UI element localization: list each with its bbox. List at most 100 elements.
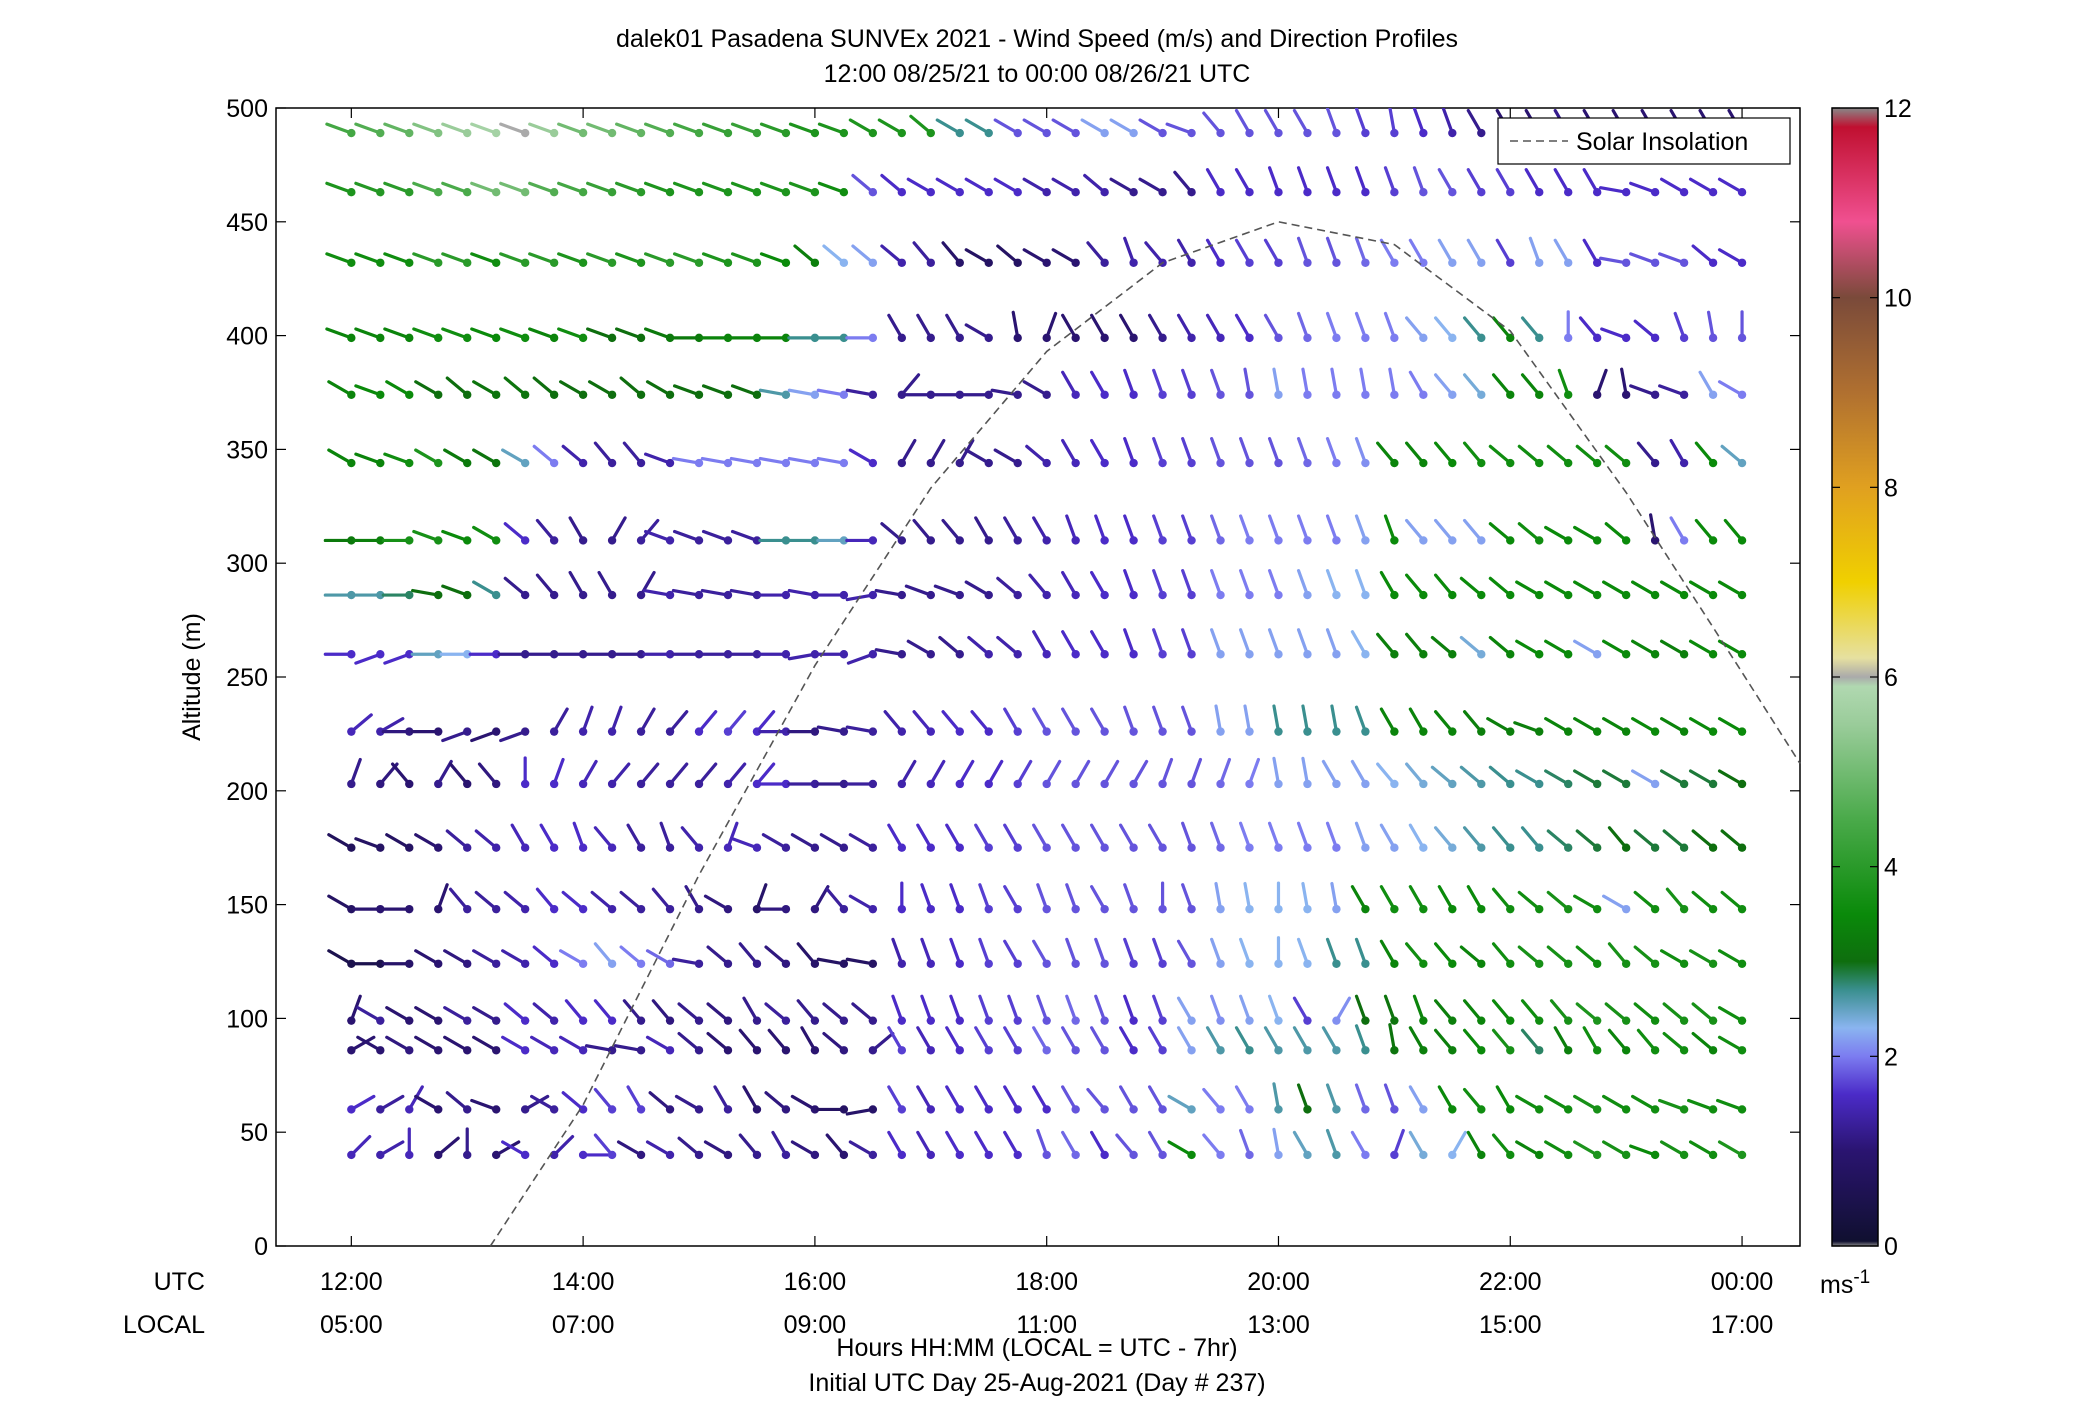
wind-barb-shaft bbox=[1388, 367, 1396, 397]
wind-barb-shaft bbox=[1045, 311, 1058, 340]
wind-barb bbox=[874, 588, 907, 600]
wind-barb bbox=[1376, 441, 1399, 468]
wind-barb-shaft bbox=[1045, 759, 1062, 786]
wind-barb-shaft bbox=[1466, 885, 1483, 911]
wind-barb-shaft bbox=[851, 1002, 875, 1023]
colorbar-unit-label: ms-1 bbox=[1820, 1267, 1870, 1299]
wind-barb bbox=[787, 536, 820, 545]
wind-barb-shaft bbox=[1658, 252, 1686, 265]
wind-barb-shaft bbox=[1553, 1026, 1570, 1052]
wind-barb-shaft bbox=[964, 580, 991, 597]
wind-barb-shaft bbox=[581, 705, 594, 734]
wind-barb bbox=[1115, 1133, 1138, 1160]
wind-barb bbox=[752, 883, 768, 914]
wind-barb-dot bbox=[376, 1016, 385, 1025]
wind-barb-dot bbox=[1419, 959, 1428, 968]
wind-barb bbox=[800, 1026, 820, 1055]
wind-barb-dot bbox=[376, 128, 385, 138]
wind-barb-dot bbox=[1216, 458, 1225, 468]
wind-barb-dot bbox=[1042, 333, 1051, 343]
wind-barb bbox=[354, 181, 385, 197]
wind-barb-shaft bbox=[1218, 757, 1232, 786]
wind-barb bbox=[1003, 885, 1022, 914]
wind-barb bbox=[352, 536, 385, 545]
wind-barb-shaft bbox=[472, 448, 498, 465]
wind-barb-dot bbox=[1650, 458, 1660, 468]
wind-barb bbox=[845, 333, 878, 343]
wind-barb bbox=[1090, 438, 1109, 468]
wind-barb bbox=[1032, 516, 1051, 545]
wind-barb bbox=[1051, 118, 1080, 138]
wind-barb bbox=[381, 727, 414, 736]
wind-barb-shaft bbox=[1301, 881, 1310, 911]
wind-barb-shaft bbox=[891, 994, 904, 1023]
wind-barb-shaft bbox=[730, 122, 759, 135]
wind-barb bbox=[1737, 310, 1747, 343]
wind-barb-dot bbox=[1187, 1016, 1196, 1025]
wind-barb bbox=[787, 650, 820, 661]
wind-barb-shaft bbox=[1202, 111, 1223, 135]
wind-barb-shaft bbox=[1292, 1130, 1310, 1157]
wind-barb-shaft bbox=[1119, 823, 1136, 850]
wind-barb-dot bbox=[781, 188, 791, 197]
wind-barb bbox=[1350, 759, 1370, 789]
wind-barb-dot bbox=[1303, 1046, 1312, 1055]
wind-barb-dot bbox=[1013, 536, 1022, 545]
wind-barb bbox=[347, 1134, 372, 1160]
wind-barb-shaft bbox=[474, 829, 498, 850]
wind-barb bbox=[1272, 1082, 1283, 1114]
wind-barb-shaft bbox=[848, 118, 875, 135]
wind-barb-shaft bbox=[906, 639, 933, 656]
wind-barb-shaft bbox=[1109, 118, 1136, 135]
wind-barb-dot bbox=[1129, 1046, 1138, 1055]
wind-barb bbox=[1602, 1140, 1631, 1160]
wind-barb-dot bbox=[665, 333, 675, 343]
wind-barb-dot bbox=[665, 959, 675, 968]
wind-barb-shaft bbox=[1003, 823, 1020, 850]
wind-barb-dot bbox=[1187, 843, 1196, 852]
wind-barb-shaft bbox=[1430, 765, 1454, 786]
wind-barb-shaft bbox=[503, 890, 527, 911]
wind-barb-shaft bbox=[1633, 890, 1657, 911]
wind-barb-dot bbox=[549, 904, 559, 914]
wind-barb bbox=[665, 762, 689, 789]
wind-barb-dot bbox=[1477, 1016, 1486, 1025]
wind-barb-shaft bbox=[586, 327, 614, 340]
wind-barb bbox=[561, 890, 588, 914]
wind-barb-shaft bbox=[593, 441, 614, 465]
wind-barb-shaft bbox=[1466, 108, 1483, 135]
wind-barb-shaft bbox=[891, 937, 904, 966]
wind-barb-dot bbox=[1071, 843, 1080, 852]
wind-barb bbox=[1003, 1085, 1022, 1114]
wind-barb-dot bbox=[955, 258, 964, 267]
wind-barb bbox=[1296, 628, 1312, 659]
wind-barb bbox=[1267, 994, 1283, 1025]
wind-barb-shaft bbox=[651, 999, 672, 1023]
wind-barb-dot bbox=[1100, 904, 1109, 914]
wind-barb bbox=[1691, 829, 1718, 852]
wind-barb-dot bbox=[1737, 1150, 1747, 1160]
wind-barb bbox=[1239, 628, 1254, 659]
wind-barb-shaft bbox=[390, 762, 411, 786]
wind-barb-dot bbox=[955, 959, 964, 968]
wind-barb-dot bbox=[1592, 650, 1602, 659]
wind-barb-shaft bbox=[1152, 437, 1165, 465]
wind-barb bbox=[1325, 821, 1341, 852]
wind-barb-shaft bbox=[1515, 580, 1541, 597]
wind-barb bbox=[790, 1094, 820, 1114]
wind-barb-shaft bbox=[1138, 177, 1165, 194]
wind-barb-shaft bbox=[1376, 762, 1396, 786]
wind-barb bbox=[822, 1031, 849, 1055]
wind-barb-dot bbox=[1332, 650, 1341, 659]
wind-barb-dot bbox=[1390, 458, 1399, 468]
wind-barb bbox=[1032, 1085, 1051, 1114]
wind-barb bbox=[904, 584, 935, 600]
wind-barb-shaft bbox=[1383, 311, 1396, 340]
wind-barb-dot bbox=[1535, 650, 1544, 659]
wind-barb-dot bbox=[1564, 904, 1573, 914]
wind-barb-dot bbox=[723, 590, 733, 600]
wind-barb bbox=[1147, 1085, 1167, 1114]
wind-barb bbox=[1267, 628, 1283, 659]
wind-barb-shaft bbox=[412, 122, 440, 135]
wind-barb bbox=[1717, 949, 1747, 968]
